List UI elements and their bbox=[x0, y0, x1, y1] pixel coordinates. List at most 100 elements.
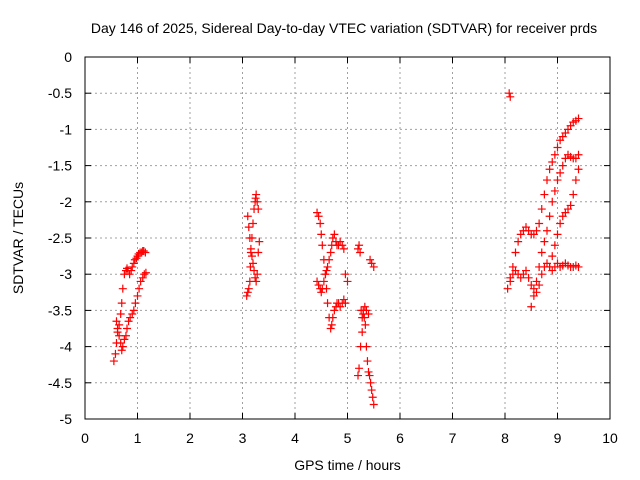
data-point bbox=[254, 248, 263, 257]
data-point bbox=[355, 241, 364, 250]
data-point bbox=[506, 277, 515, 286]
data-point bbox=[133, 291, 142, 300]
data-point bbox=[127, 266, 136, 275]
x-tick-label: 0 bbox=[81, 430, 89, 446]
data-point bbox=[323, 299, 332, 308]
data-point bbox=[128, 262, 137, 271]
data-point bbox=[365, 371, 374, 380]
data-point bbox=[313, 277, 322, 286]
data-point bbox=[553, 176, 562, 185]
x-tick-label: 7 bbox=[449, 430, 457, 446]
data-point bbox=[253, 197, 262, 206]
data-point bbox=[314, 212, 323, 221]
data-point bbox=[252, 190, 261, 199]
x-tick-label: 9 bbox=[554, 430, 562, 446]
data-point bbox=[247, 252, 256, 261]
data-point bbox=[535, 262, 544, 271]
data-point bbox=[124, 317, 133, 326]
data-point bbox=[545, 165, 554, 174]
data-point bbox=[522, 266, 530, 275]
data-point bbox=[535, 219, 544, 228]
data-point bbox=[121, 331, 130, 340]
data-point bbox=[339, 244, 348, 253]
data-point bbox=[367, 386, 376, 395]
x-tick-label: 8 bbox=[501, 430, 509, 446]
data-point bbox=[354, 371, 362, 380]
data-point bbox=[322, 266, 331, 275]
data-point bbox=[253, 270, 262, 279]
data-point bbox=[243, 212, 252, 221]
data-point bbox=[113, 324, 122, 333]
data-point bbox=[327, 320, 336, 329]
data-point bbox=[356, 342, 365, 351]
series-arc5c bbox=[506, 259, 583, 297]
series-arc5 bbox=[505, 89, 515, 101]
data-point bbox=[543, 226, 551, 235]
y-tick-label: -0.5 bbox=[48, 85, 72, 101]
data-point bbox=[252, 277, 261, 286]
data-point bbox=[323, 262, 332, 271]
data-point bbox=[140, 270, 149, 279]
series-arc2b bbox=[243, 212, 264, 286]
grid bbox=[85, 57, 610, 419]
data-point bbox=[355, 364, 364, 373]
series-arc1 bbox=[109, 247, 150, 366]
y-tick-label: -2 bbox=[60, 194, 73, 210]
data-point bbox=[556, 219, 565, 228]
x-tick-label: 1 bbox=[134, 430, 142, 446]
x-axis-label: GPS time / hours bbox=[294, 457, 401, 473]
data-point bbox=[244, 223, 253, 232]
data-point bbox=[112, 317, 121, 326]
y-tick-label: -2.5 bbox=[48, 230, 72, 246]
data-point bbox=[125, 270, 134, 279]
data-point bbox=[255, 237, 264, 246]
data-point bbox=[527, 302, 536, 311]
data-point bbox=[505, 89, 514, 98]
data-point bbox=[361, 320, 370, 329]
data-point bbox=[553, 143, 562, 152]
data-point bbox=[574, 114, 583, 123]
data-point bbox=[545, 262, 554, 271]
plot-frame bbox=[84, 56, 611, 420]
data-point bbox=[328, 313, 337, 322]
data-point bbox=[244, 284, 253, 293]
y-tick-label: -3 bbox=[60, 266, 73, 282]
data-point bbox=[243, 288, 252, 297]
data-point bbox=[550, 150, 559, 159]
data-point bbox=[123, 324, 131, 333]
x-tick-label: 4 bbox=[291, 430, 299, 446]
y-tick-label: -4.5 bbox=[48, 375, 72, 391]
data-point bbox=[550, 186, 559, 195]
data-point bbox=[341, 270, 350, 279]
data-point bbox=[339, 295, 348, 304]
data-point bbox=[129, 259, 138, 268]
data-point bbox=[364, 367, 373, 376]
data-point bbox=[242, 291, 251, 300]
data-point bbox=[364, 310, 373, 319]
data-point bbox=[360, 313, 369, 322]
series-arc1b bbox=[112, 268, 150, 355]
data-point bbox=[532, 226, 541, 235]
data-point bbox=[246, 244, 255, 253]
data-point bbox=[363, 357, 372, 366]
data-point bbox=[313, 208, 322, 217]
data-point bbox=[318, 241, 327, 250]
data-point bbox=[514, 237, 523, 246]
x-tick-label: 5 bbox=[344, 430, 352, 446]
data-point bbox=[326, 324, 335, 333]
x-tick-label: 6 bbox=[396, 430, 404, 446]
series-arc5d bbox=[527, 150, 583, 311]
data-point bbox=[566, 201, 575, 210]
data-point bbox=[574, 262, 583, 271]
data-point bbox=[135, 284, 144, 293]
data-point bbox=[540, 237, 549, 246]
data-point bbox=[548, 157, 557, 166]
data-point bbox=[369, 400, 378, 409]
data-point bbox=[330, 230, 339, 239]
data-point bbox=[254, 205, 263, 214]
data-point bbox=[574, 150, 583, 159]
data-point bbox=[543, 176, 551, 185]
data-point bbox=[511, 248, 520, 257]
y-tick-label: -5 bbox=[60, 411, 73, 427]
